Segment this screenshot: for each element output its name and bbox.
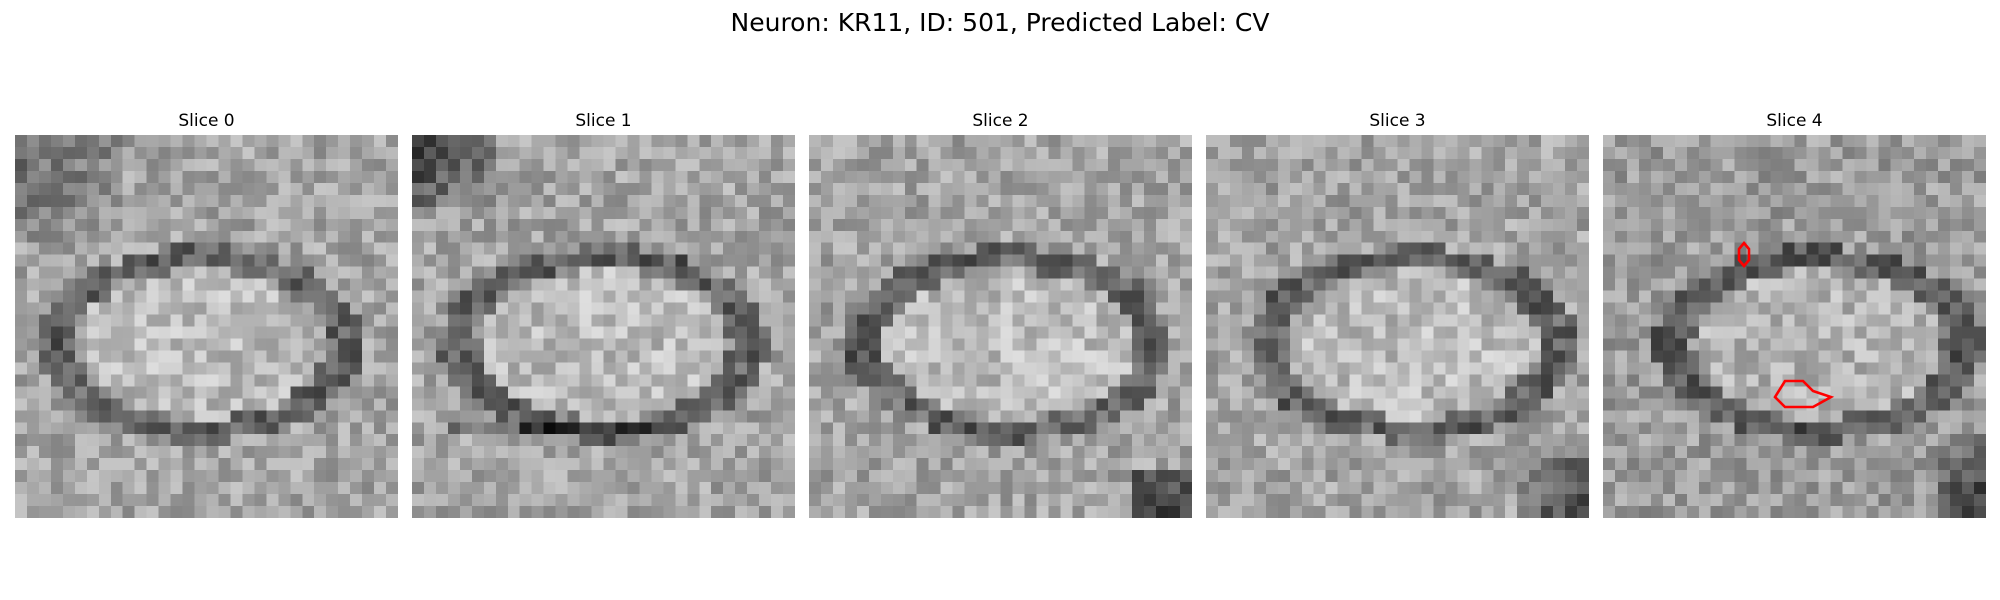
slice-panel-2: Slice 2 — [809, 108, 1192, 518]
contour-large — [1773, 379, 1835, 409]
em-slice-image — [1206, 135, 1589, 518]
slice-title: Slice 4 — [1766, 111, 1823, 131]
slice-title: Slice 0 — [178, 111, 235, 131]
em-slice-image — [1603, 135, 1986, 518]
em-slice-image — [412, 135, 795, 518]
em-slice-image — [809, 135, 1192, 518]
slice-title: Slice 1 — [575, 111, 632, 131]
contour-small — [1737, 240, 1751, 269]
slice-title: Slice 2 — [972, 111, 1029, 131]
slice-title: Slice 3 — [1369, 111, 1426, 131]
slice-panel-0: Slice 0 — [15, 108, 398, 518]
em-slice-image — [15, 135, 398, 518]
slice-panel-1: Slice 1 — [412, 108, 795, 518]
segmentation-contour-overlay — [1737, 240, 1835, 409]
slice-panel-3: Slice 3 — [1206, 108, 1589, 518]
slice-panel-4: Slice 4 — [1603, 108, 1986, 518]
figure-title: Neuron: KR11, ID: 501, Predicted Label: … — [730, 8, 1270, 37]
